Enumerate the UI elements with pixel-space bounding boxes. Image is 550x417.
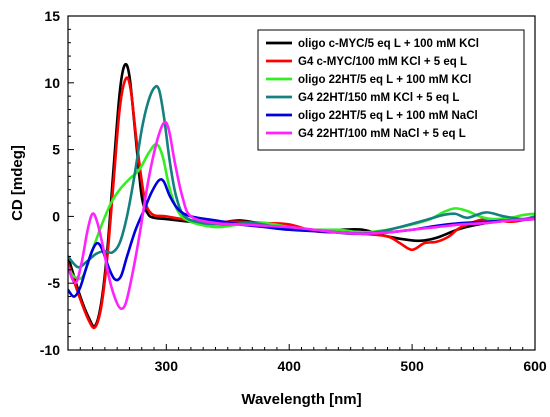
legend-label: G4 22HT/150 mM KCl + 5 eq L xyxy=(298,92,459,104)
legend-label: oligo c-MYC/5 eq L + 100 mM KCl xyxy=(298,38,479,50)
series-line-4 xyxy=(68,84,535,269)
y-tick-label: 15 xyxy=(44,8,60,24)
y-tick-label: 10 xyxy=(44,75,60,91)
x-tick-label: 500 xyxy=(400,358,424,374)
x-axis-title: Wavelength [nm] xyxy=(241,391,361,408)
y-tick-label: -5 xyxy=(48,275,61,291)
y-tick-label: 5 xyxy=(52,142,60,158)
plot-area xyxy=(68,62,535,330)
x-tick-label: 400 xyxy=(278,358,302,374)
legend-label: G4 c-MYC/100 mM KCl + 5 eq L xyxy=(298,56,467,68)
legend: oligo c-MYC/5 eq L + 100 mM KCl G4 c-MYC/… xyxy=(257,29,525,151)
legend-label: oligo 22HT/5 eq L + 100 mM NaCl xyxy=(298,110,478,122)
x-tick-label: 600 xyxy=(523,358,547,374)
legend-box xyxy=(257,29,525,151)
series-line-6 xyxy=(68,120,535,310)
x-tick-label: 300 xyxy=(155,358,179,374)
axes: -10 -5 0 5 10 15 300 400 500 600 xyxy=(40,8,547,374)
y-tick-label: -10 xyxy=(40,342,60,358)
legend-label: oligo 22HT/5 eq L + 100 mM KCl xyxy=(298,74,471,86)
y-axis-title: CD [mdeg] xyxy=(9,145,26,221)
y-tick-label: 0 xyxy=(52,208,60,224)
legend-label: G4 22HT/100 mM NaCl + 5 eq L xyxy=(298,128,466,140)
